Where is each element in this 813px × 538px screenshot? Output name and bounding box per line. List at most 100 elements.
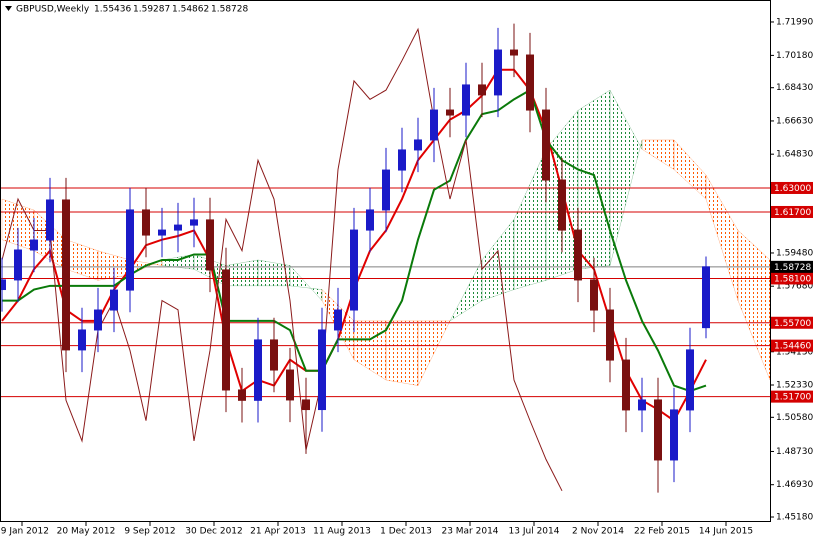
cloud-segment	[577, 89, 611, 270]
cloud-segment	[737, 229, 771, 381]
candle-body	[158, 229, 166, 236]
candle-body	[126, 209, 134, 291]
level-label-box	[771, 339, 813, 352]
candle-body	[46, 199, 54, 241]
y-tick-label: 1.64830	[776, 150, 813, 160]
level-label-box	[771, 181, 813, 194]
candle-body	[382, 169, 390, 211]
x-tick-label: 2 Nov 2014	[572, 527, 624, 537]
level-label: 1.54460	[774, 342, 811, 352]
candle-body	[302, 399, 310, 411]
level-label: 1.63000	[774, 184, 811, 194]
x-tick-label: 13 Jul 2014	[509, 527, 560, 537]
y-tick-label: 1.48730	[776, 447, 813, 457]
candle-body	[334, 309, 342, 331]
cloud-segment	[385, 320, 419, 386]
x-tick-label: 21 Apr 2013	[250, 527, 306, 537]
x-tick-label: 30 Dec 2012	[185, 527, 243, 537]
candle-body	[638, 399, 646, 411]
price-label: 1.58728	[774, 263, 811, 273]
x-tick-label: 11 Aug 2013	[313, 527, 371, 537]
candle-body	[270, 339, 278, 371]
level-label: 1.51700	[774, 393, 811, 403]
cloud-segment	[417, 320, 451, 386]
indicator-line	[1, 27, 563, 492]
y-tick-label: 1.57680	[776, 282, 813, 292]
candle-body	[62, 199, 70, 351]
cloud-segment	[641, 139, 675, 170]
close-value: 1.58728	[211, 5, 248, 15]
candle-body	[398, 149, 406, 171]
y-tick-label: 1.50580	[776, 413, 813, 423]
candle-body	[110, 289, 118, 311]
candle-body	[318, 329, 326, 411]
x-tick-label: 29 Jan 2012	[0, 527, 49, 537]
cloud-segment	[609, 90, 643, 266]
symbol: GBPUSD,Weekly	[16, 5, 90, 15]
plot	[0, 23, 771, 493]
y-tick-label: 1.68430	[776, 83, 813, 93]
candle-body	[446, 109, 454, 116]
x-tick-label: 23 Mar 2014	[441, 527, 498, 537]
low-value: 1.54862	[172, 5, 209, 15]
candle-body	[190, 219, 198, 226]
x-tick-label: 1 Dec 2013	[380, 527, 432, 537]
y-tick-label: 1.70180	[776, 51, 813, 61]
y-tick-label: 1.59480	[776, 248, 813, 258]
x-tick-label: 9 Sep 2012	[124, 527, 175, 537]
cloud-segment	[353, 320, 387, 381]
candle-body	[542, 109, 550, 181]
high-value: 1.59287	[133, 5, 170, 15]
y-tick-label: 1.54130	[776, 347, 813, 357]
candle-body	[558, 179, 566, 231]
cloud-segment	[449, 259, 483, 322]
candle-body	[462, 84, 470, 116]
y-tick-label: 1.45180	[776, 513, 813, 523]
x-tick-label: 20 May 2012	[57, 527, 116, 537]
candle-body	[414, 139, 422, 151]
candle-body	[654, 399, 662, 461]
y-tick-label: 1.52330	[776, 380, 813, 390]
level-label-box	[771, 272, 813, 285]
candle-body	[622, 359, 630, 411]
level-label: 1.58100	[774, 274, 811, 284]
candle-body	[574, 229, 582, 281]
candle-body	[526, 54, 534, 111]
candle-body	[78, 329, 86, 351]
y-tick-label: 1.66630	[776, 116, 813, 126]
candle-body	[30, 239, 38, 251]
candle-body	[94, 309, 102, 331]
level-label-box	[771, 316, 813, 329]
level-label-box	[771, 390, 813, 403]
x-tick-label: 14 Jun 2015	[699, 527, 753, 537]
candle-body	[286, 369, 294, 401]
candle-body	[494, 49, 502, 96]
cloud-segment	[289, 265, 323, 302]
cloud-segment	[481, 218, 515, 301]
candle-body	[238, 389, 246, 401]
candle-body	[366, 209, 374, 231]
candle-body	[606, 309, 614, 361]
price-label-box	[771, 260, 813, 273]
candle-body	[222, 269, 230, 391]
cloud-segment	[513, 149, 547, 290]
candle-body	[254, 339, 262, 401]
candle-body	[670, 409, 678, 461]
menu-arrow	[5, 6, 12, 11]
candle-body	[0, 279, 6, 291]
candle-body	[478, 84, 486, 96]
candle-body	[702, 266, 710, 329]
cloud-segment	[705, 174, 739, 301]
candle-body	[590, 279, 598, 311]
candle-body	[430, 109, 438, 141]
level-label: 1.55700	[774, 319, 811, 329]
candle-body	[142, 209, 150, 236]
candle-body	[14, 249, 22, 281]
candle-body	[510, 49, 518, 56]
x-tick-label: 22 Feb 2015	[634, 527, 690, 537]
level-label-box	[771, 205, 813, 218]
level-label: 1.61700	[774, 208, 811, 218]
candle-body	[350, 229, 358, 311]
